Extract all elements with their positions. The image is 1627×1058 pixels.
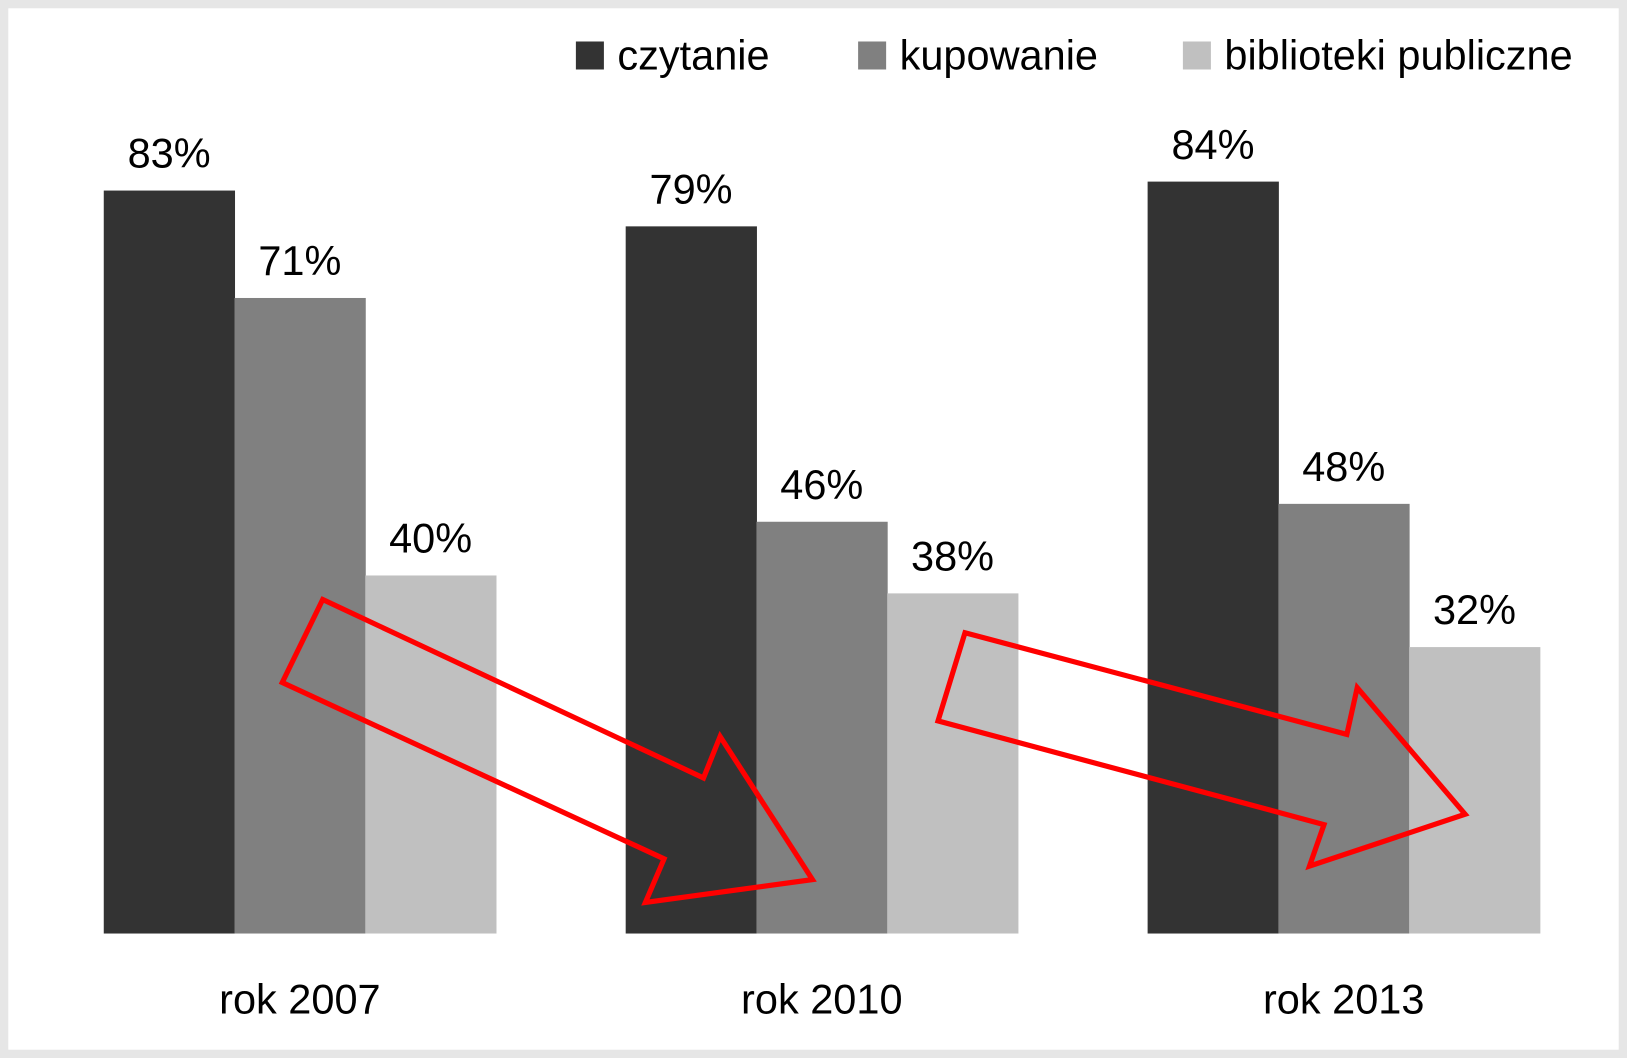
arrow <box>934 629 1470 871</box>
legend-swatch <box>858 41 887 70</box>
data-label: 79% <box>650 166 733 213</box>
bar <box>103 190 236 934</box>
bar <box>756 521 888 934</box>
bar <box>625 226 757 934</box>
data-label: 46% <box>780 461 863 508</box>
bar <box>1409 647 1541 934</box>
data-label: 40% <box>389 515 472 562</box>
legend-label: czytanie <box>617 32 769 79</box>
legend-swatch <box>575 41 604 70</box>
bar <box>234 297 366 934</box>
bar <box>1278 503 1410 934</box>
bar <box>887 593 1019 934</box>
x-tick-label: rok 2013 <box>1263 975 1424 1022</box>
data-label: 71% <box>258 237 341 284</box>
data-label: 83% <box>128 130 211 177</box>
x-tick-label: rok 2010 <box>741 975 902 1022</box>
arrow <box>278 596 817 906</box>
data-label: 84% <box>1171 121 1254 168</box>
bar <box>365 575 497 934</box>
legend-label: kupowanie <box>900 32 1098 79</box>
data-label: 38% <box>911 533 994 580</box>
bars <box>103 181 1541 934</box>
bar <box>1147 181 1279 934</box>
annotation-arrows <box>278 596 1470 906</box>
data-label: 48% <box>1302 443 1385 490</box>
x-tick-label: rok 2007 <box>219 975 380 1022</box>
data-label: 32% <box>1433 586 1516 633</box>
legend-swatch <box>1182 41 1211 70</box>
legend-label: biblioteki publiczne <box>1224 32 1572 79</box>
